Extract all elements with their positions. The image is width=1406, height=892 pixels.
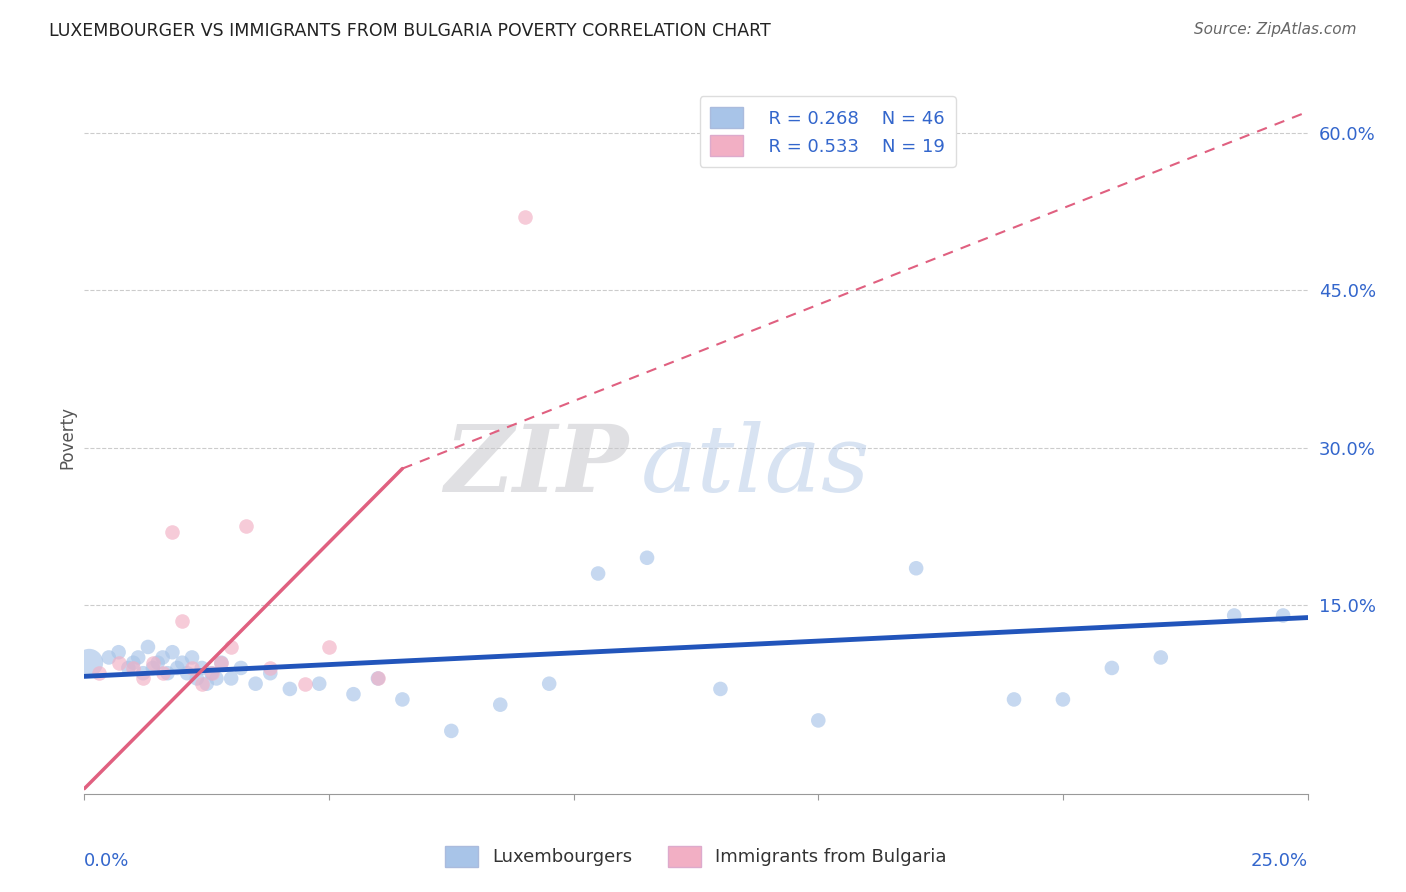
Point — [1223, 608, 1246, 623]
Point — [136, 640, 159, 654]
Point — [219, 640, 242, 654]
Point — [1272, 608, 1295, 623]
Point — [176, 666, 198, 681]
Point — [132, 666, 155, 681]
Point — [107, 645, 129, 659]
Point — [342, 687, 364, 701]
Y-axis label: Poverty: Poverty — [58, 406, 76, 468]
Point — [181, 661, 204, 675]
Point — [205, 672, 228, 686]
Text: ZIP: ZIP — [444, 421, 628, 510]
Text: LUXEMBOURGER VS IMMIGRANTS FROM BULGARIA POVERTY CORRELATION CHART: LUXEMBOURGER VS IMMIGRANTS FROM BULGARIA… — [49, 22, 770, 40]
Point — [709, 681, 731, 696]
Legend: Luxembourgers, Immigrants from Bulgaria: Luxembourgers, Immigrants from Bulgaria — [434, 835, 957, 878]
Point — [513, 210, 536, 224]
Point — [308, 676, 330, 690]
Point — [1052, 692, 1074, 706]
Point — [586, 566, 609, 581]
Point — [195, 676, 218, 690]
Point — [1101, 661, 1123, 675]
Point — [186, 672, 208, 686]
Point — [259, 661, 281, 675]
Point — [209, 656, 232, 670]
Point — [1002, 692, 1025, 706]
Point — [172, 614, 194, 628]
Point — [172, 656, 194, 670]
Point — [440, 723, 463, 738]
Point — [245, 676, 267, 690]
Point — [209, 656, 232, 670]
Point — [142, 661, 165, 675]
Point — [132, 672, 155, 686]
Point — [807, 714, 830, 728]
Point — [122, 656, 145, 670]
Text: Source: ZipAtlas.com: Source: ZipAtlas.com — [1194, 22, 1357, 37]
Point — [156, 666, 179, 681]
Point — [200, 666, 222, 681]
Point — [146, 656, 169, 670]
Point — [200, 666, 222, 681]
Point — [367, 672, 389, 686]
Point — [636, 550, 658, 565]
Point — [87, 666, 110, 681]
Point — [219, 672, 242, 686]
Point — [294, 676, 316, 690]
Point — [538, 676, 561, 690]
Text: 0.0%: 0.0% — [84, 852, 129, 870]
Point — [229, 661, 252, 675]
Point — [107, 656, 129, 670]
Text: 25.0%: 25.0% — [1250, 852, 1308, 870]
Point — [152, 666, 174, 681]
Point — [367, 672, 389, 686]
Point — [191, 661, 214, 675]
Point — [391, 692, 413, 706]
Point — [127, 650, 149, 665]
Point — [259, 666, 281, 681]
Point — [166, 661, 188, 675]
Point — [235, 519, 257, 533]
Point — [142, 656, 165, 670]
Point — [191, 676, 214, 690]
Point — [489, 698, 512, 712]
Point — [162, 524, 184, 539]
Text: atlas: atlas — [641, 421, 870, 510]
Point — [318, 640, 340, 654]
Point — [117, 661, 139, 675]
Point — [162, 645, 184, 659]
Point — [278, 681, 301, 696]
Point — [181, 650, 204, 665]
Point — [152, 650, 174, 665]
Point — [905, 561, 928, 575]
Point — [1150, 650, 1173, 665]
Point — [97, 650, 120, 665]
Point — [77, 656, 100, 670]
Point — [122, 661, 145, 675]
